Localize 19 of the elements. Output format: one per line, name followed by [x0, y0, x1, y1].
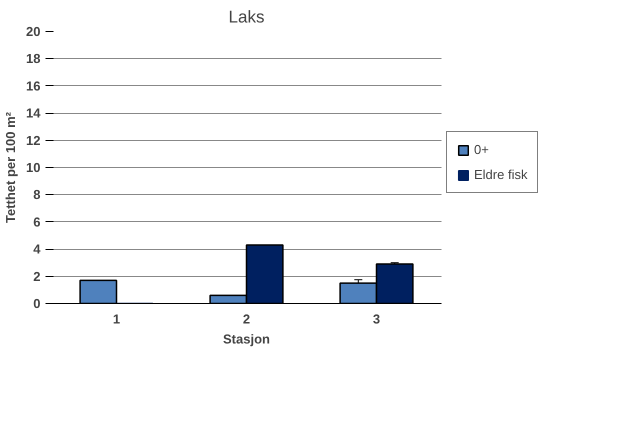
y-tick-label: 14 [26, 106, 42, 121]
y-tick-label: 16 [26, 78, 41, 94]
x-axis-title: Stasjon [223, 332, 270, 346]
y-tick-label: 20 [26, 24, 41, 39]
y-tick-label: 4 [33, 242, 42, 257]
legend-label: Eldre fisk [474, 167, 528, 182]
y-tick-label: 10 [26, 160, 41, 175]
y-tick-label: 2 [33, 268, 41, 284]
x-tick-label: 1 [112, 312, 120, 326]
chart-title: Laks [228, 8, 264, 26]
y-tick-label: 8 [33, 187, 41, 202]
y-tick-label: 0 [33, 296, 41, 311]
y-tick-label: 12 [26, 132, 41, 148]
x-tick-label: 2 [242, 312, 250, 326]
legend-label: 0+ [474, 142, 490, 157]
x-tick-label: 3 [372, 312, 380, 326]
y-tick-label: 18 [26, 51, 41, 66]
y-axis-title: Tetthet per 100 m² [3, 111, 18, 224]
y-tick-label: 6 [33, 214, 41, 230]
